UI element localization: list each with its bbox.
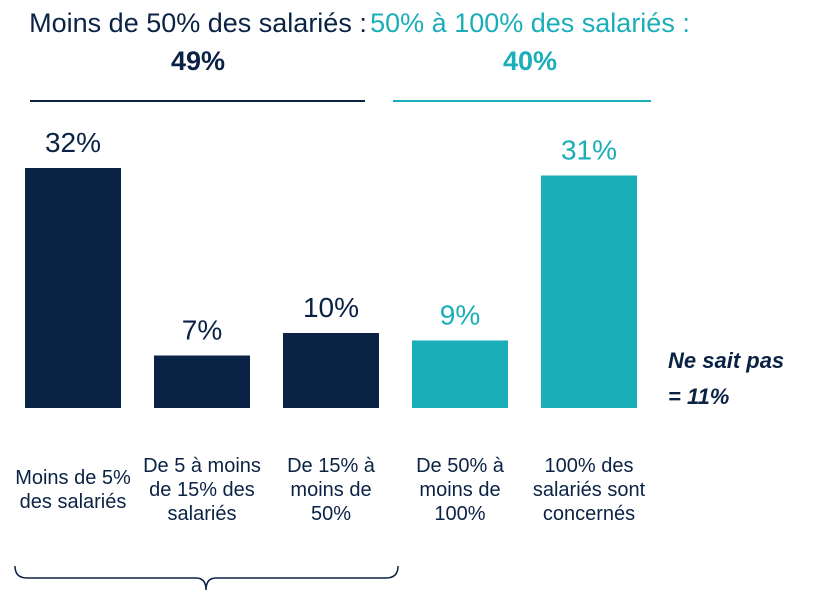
value-label: 9% [440,300,480,331]
bar [283,333,379,408]
group-label: 50% à 100% des salariés : [370,8,690,38]
bar [154,355,250,408]
bar [25,168,121,408]
value-label: 31% [561,135,617,166]
note-value: = 11% [668,384,730,409]
x-tick-label: De 50% à moins de 100% [416,455,504,525]
brace [14,565,399,591]
x-tick-label: De 5 à moins de 15% des salariés [143,455,261,525]
note-label: Ne sait pas [668,348,785,373]
group-value: 49% [170,46,226,76]
x-tick-label: Moins de 5% des salariés [15,467,131,513]
bar [541,175,637,408]
group-header: Moins de 50% des salariés : 49% [28,4,368,80]
value-label: 7% [182,315,222,346]
bar [412,340,508,408]
value-label: 32% [45,127,101,158]
x-tick-label: 100% des salariés sont concernés [532,455,646,525]
x-tick-label: De 15% à moins de 50% [287,455,375,525]
group-value: 40% [502,46,558,76]
note: Ne sait pas = 11% [668,343,784,415]
value-label: 10% [303,292,359,323]
group-header: 50% à 100% des salariés : 40% [360,4,700,80]
group-label: Moins de 50% des salariés : [29,8,367,38]
